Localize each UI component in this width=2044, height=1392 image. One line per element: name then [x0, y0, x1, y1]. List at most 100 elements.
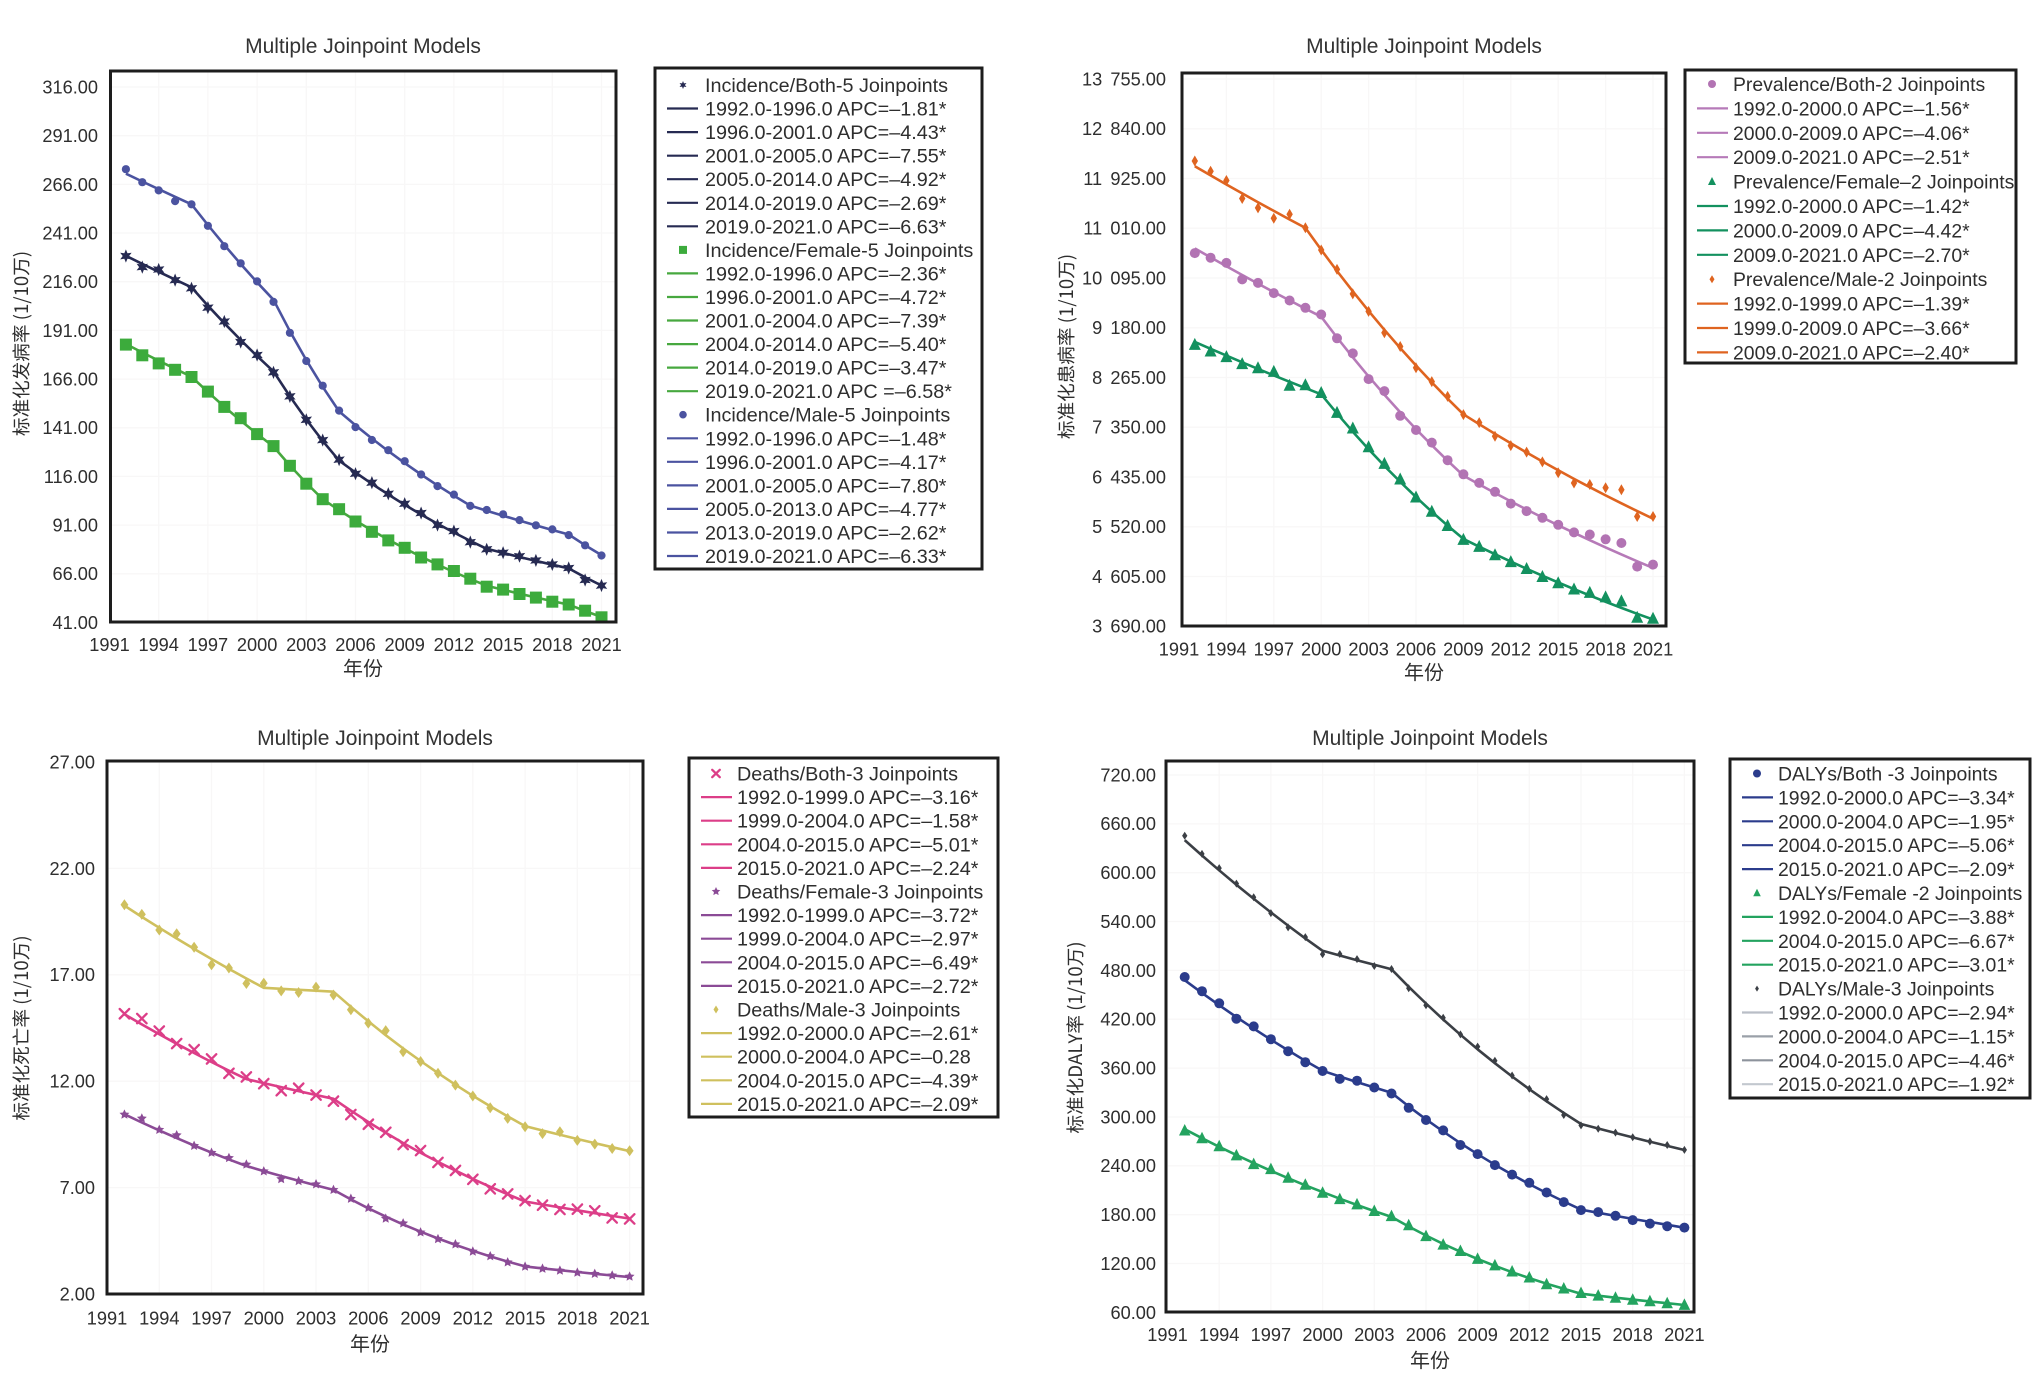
svg-text:1997: 1997 — [1251, 1325, 1291, 1345]
svg-text:1996.0-2001.0 APC=–4.43*: 1996.0-2001.0 APC=–4.43* — [705, 122, 947, 144]
svg-text:2019.0-2021.0 APC =–6.58*: 2019.0-2021.0 APC =–6.58* — [705, 381, 952, 403]
svg-text:2009.0-2021.0 APC=–2.70*: 2009.0-2021.0 APC=–2.70* — [1733, 245, 1970, 267]
svg-text:2015.0-2021.0 APC=–2.09*: 2015.0-2021.0 APC=–2.09* — [1778, 859, 2015, 881]
svg-text:1992.0-1999.0 APC=–3.72*: 1992.0-1999.0 APC=–3.72* — [737, 905, 979, 927]
svg-text:1992.0-2000.0 APC=–1.42*: 1992.0-2000.0 APC=–1.42* — [1733, 196, 1970, 218]
svg-text:3 690.00: 3 690.00 — [1092, 617, 1166, 637]
svg-text:2001.0-2005.0 APC=–7.80*: 2001.0-2005.0 APC=–7.80* — [705, 475, 947, 497]
svg-text:191.00: 191.00 — [42, 321, 98, 341]
svg-text:2015.0-2021.0 APC=–1.92*: 2015.0-2021.0 APC=–1.92* — [1778, 1074, 2015, 1096]
svg-text:2004.0-2015.0 APC=–6.49*: 2004.0-2015.0 APC=–6.49* — [737, 952, 979, 974]
svg-text:Deaths/Both-3 Joinpoints: Deaths/Both-3 Joinpoints — [737, 764, 958, 786]
svg-text:2000.0-2004.0 APC=–1.15*: 2000.0-2004.0 APC=–1.15* — [1778, 1026, 2015, 1048]
svg-text:17.00: 17.00 — [49, 965, 95, 985]
svg-text:2021: 2021 — [1664, 1325, 1704, 1345]
svg-text:540.00: 540.00 — [1100, 912, 1156, 932]
svg-text:Incidence/Female-5 Joinpoints: Incidence/Female-5 Joinpoints — [705, 240, 973, 262]
svg-text:1994: 1994 — [139, 1309, 179, 1329]
svg-text:DALYs/Male-3 Joinpoints: DALYs/Male-3 Joinpoints — [1778, 979, 1994, 1001]
svg-text:2000: 2000 — [244, 1309, 284, 1329]
svg-text:8 265.00: 8 265.00 — [1092, 368, 1166, 388]
svg-text:66.00: 66.00 — [52, 564, 98, 584]
svg-text:600.00: 600.00 — [1100, 863, 1156, 883]
svg-text:2009: 2009 — [1457, 1325, 1497, 1345]
svg-text:2019.0-2021.0 APC=–6.63*: 2019.0-2021.0 APC=–6.63* — [705, 216, 947, 238]
svg-text:360.00: 360.00 — [1100, 1059, 1156, 1079]
svg-text:2015.0-2021.0 APC=–3.01*: 2015.0-2021.0 APC=–3.01* — [1778, 955, 2015, 977]
svg-text:Incidence/Male-5 Joinpoints: Incidence/Male-5 Joinpoints — [705, 405, 950, 427]
svg-text:2004.0-2015.0 APC=–5.01*: 2004.0-2015.0 APC=–5.01* — [737, 834, 979, 856]
svg-text:2004.0-2014.0 APC=–5.40*: 2004.0-2014.0 APC=–5.40* — [705, 334, 947, 356]
svg-text:4 605.00: 4 605.00 — [1092, 567, 1166, 587]
svg-text:Prevalence/Both-2 Joinpoints: Prevalence/Both-2 Joinpoints — [1733, 74, 1985, 96]
svg-text:2.00: 2.00 — [60, 1284, 95, 1304]
svg-text:2003: 2003 — [286, 635, 326, 655]
svg-text:180.00: 180.00 — [1100, 1205, 1156, 1225]
svg-text:2012: 2012 — [1509, 1325, 1549, 1345]
svg-text:2004.0-2015.0 APC=–6.67*: 2004.0-2015.0 APC=–6.67* — [1778, 931, 2015, 953]
svg-text:120.00: 120.00 — [1100, 1254, 1156, 1274]
svg-text:2021: 2021 — [609, 1309, 649, 1329]
svg-text:Multiple Joinpoint Models: Multiple Joinpoint Models — [257, 727, 493, 750]
svg-text:12.00: 12.00 — [49, 1072, 95, 1092]
svg-text:240.00: 240.00 — [1100, 1156, 1156, 1176]
svg-text:2000: 2000 — [237, 635, 277, 655]
svg-text:2004.0-2015.0 APC=–4.46*: 2004.0-2015.0 APC=–4.46* — [1778, 1050, 2015, 1072]
svg-text:1994: 1994 — [1199, 1325, 1239, 1345]
svg-text:266.00: 266.00 — [42, 175, 98, 195]
svg-text:60.00: 60.00 — [1110, 1303, 1156, 1323]
svg-text:1997: 1997 — [191, 1309, 231, 1329]
svg-text:2014.0-2019.0 APC=–3.47*: 2014.0-2019.0 APC=–3.47* — [705, 358, 947, 380]
svg-text:2009: 2009 — [400, 1309, 440, 1329]
svg-text:2006: 2006 — [348, 1309, 388, 1329]
svg-text:2009: 2009 — [1443, 640, 1483, 660]
svg-text:720.00: 720.00 — [1100, 765, 1156, 785]
svg-text:2013.0-2019.0 APC=–2.62*: 2013.0-2019.0 APC=–2.62* — [705, 523, 947, 545]
svg-text:2015.0-2021.0 APC=–2.72*: 2015.0-2021.0 APC=–2.72* — [737, 976, 979, 998]
svg-text:11 925.00: 11 925.00 — [1083, 169, 1166, 189]
svg-text:Incidence/Both-5 Joinpoints: Incidence/Both-5 Joinpoints — [705, 75, 948, 97]
svg-text:1997: 1997 — [188, 635, 228, 655]
svg-text:1996.0-2001.0 APC=–4.72*: 1996.0-2001.0 APC=–4.72* — [705, 287, 947, 309]
svg-text:Multiple Joinpoint Models: Multiple Joinpoint Models — [245, 35, 481, 58]
svg-text:2000.0-2009.0 APC=–4.06*: 2000.0-2009.0 APC=–4.06* — [1733, 123, 1970, 145]
svg-text:2004.0-2015.0 APC=–4.39*: 2004.0-2015.0 APC=–4.39* — [737, 1070, 979, 1092]
svg-text:1992.0-2004.0 APC=–3.88*: 1992.0-2004.0 APC=–3.88* — [1778, 907, 2015, 929]
svg-text:2021: 2021 — [581, 635, 621, 655]
svg-text:316.00: 316.00 — [42, 77, 98, 97]
svg-text:2009: 2009 — [384, 635, 424, 655]
svg-text:6 435.00: 6 435.00 — [1092, 467, 1166, 487]
svg-text:1997: 1997 — [1254, 640, 1294, 660]
svg-text:116.00: 116.00 — [44, 467, 98, 487]
svg-text:22.00: 22.00 — [49, 859, 95, 879]
svg-text:1992.0-1999.0 APC=–3.16*: 1992.0-1999.0 APC=–3.16* — [737, 787, 979, 809]
svg-text:2015: 2015 — [505, 1309, 545, 1329]
svg-text:Deaths/Female-3 Joinpoints: Deaths/Female-3 Joinpoints — [737, 882, 983, 904]
svg-text:2018: 2018 — [1585, 640, 1625, 660]
svg-text:DALYs/Female -2 Joinpoints: DALYs/Female -2 Joinpoints — [1778, 883, 2022, 905]
svg-text:13 755.00: 13 755.00 — [1082, 69, 1166, 89]
svg-text:10 095.00: 10 095.00 — [1082, 268, 1166, 288]
svg-text:Prevalence/Female–2 Joinpoints: Prevalence/Female–2 Joinpoints — [1733, 172, 2014, 194]
svg-text:2005.0-2014.0 APC=–4.92*: 2005.0-2014.0 APC=–4.92* — [705, 169, 947, 191]
svg-text:2006: 2006 — [335, 635, 375, 655]
svg-text:Multiple Joinpoint Models: Multiple Joinpoint Models — [1312, 727, 1548, 750]
svg-text:1994: 1994 — [1206, 640, 1246, 660]
svg-text:DALYs/Both -3 Joinpoints: DALYs/Both -3 Joinpoints — [1778, 764, 1998, 786]
svg-text:2006: 2006 — [1406, 1325, 1446, 1345]
svg-text:1992.0-2000.0 APC=–2.94*: 1992.0-2000.0 APC=–2.94* — [1778, 1003, 2015, 1025]
svg-text:2000.0-2004.0 APC=–0.28: 2000.0-2004.0 APC=–0.28 — [737, 1047, 971, 1069]
svg-text:2021: 2021 — [1633, 640, 1673, 660]
svg-text:166.00: 166.00 — [42, 370, 98, 390]
svg-text:2001.0-2005.0 APC=–7.55*: 2001.0-2005.0 APC=–7.55* — [705, 146, 947, 168]
svg-text:2015.0-2021.0 APC=–2.09*: 2015.0-2021.0 APC=–2.09* — [737, 1094, 979, 1116]
svg-text:1992.0-1999.0 APC=–1.39*: 1992.0-1999.0 APC=–1.39* — [1733, 294, 1970, 316]
svg-text:1999.0-2004.0 APC=–1.58*: 1999.0-2004.0 APC=–1.58* — [737, 811, 979, 833]
svg-text:2014.0-2019.0 APC=–2.69*: 2014.0-2019.0 APC=–2.69* — [705, 193, 947, 215]
svg-text:27.00: 27.00 — [49, 752, 95, 772]
svg-text:1991: 1991 — [1159, 640, 1199, 660]
svg-text:2003: 2003 — [1354, 1325, 1394, 1345]
svg-text:1999.0-2004.0 APC=–2.97*: 1999.0-2004.0 APC=–2.97* — [737, 929, 979, 951]
svg-text:2018: 2018 — [1612, 1325, 1652, 1345]
svg-text:2001.0-2004.0 APC=–7.39*: 2001.0-2004.0 APC=–7.39* — [705, 311, 947, 333]
